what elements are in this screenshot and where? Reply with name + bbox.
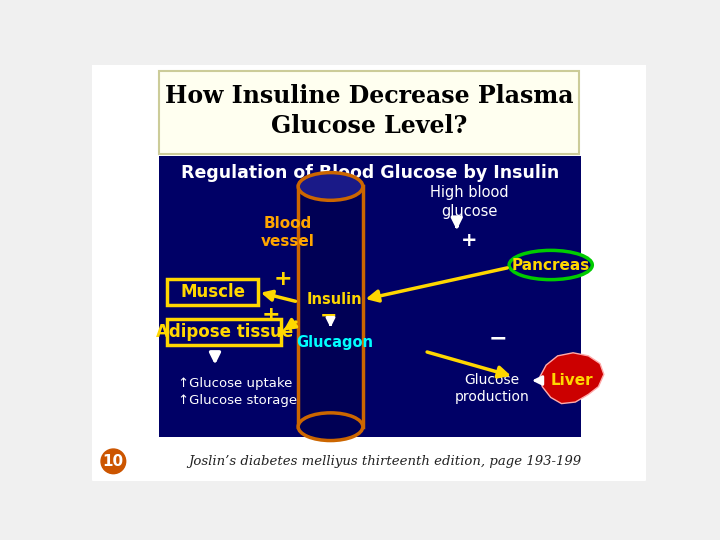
Text: ↑Glucose uptake
↑Glucose storage: ↑Glucose uptake ↑Glucose storage [178, 377, 297, 407]
Text: How Insuline Decrease Plasma
Glucose Level?: How Insuline Decrease Plasma Glucose Lev… [165, 84, 573, 138]
Circle shape [101, 449, 126, 474]
FancyBboxPatch shape [89, 63, 649, 483]
Text: Glucose
production: Glucose production [455, 373, 530, 404]
Bar [298, 186, 363, 427]
FancyBboxPatch shape [167, 279, 258, 305]
Polygon shape [540, 353, 604, 403]
Text: Pancreas: Pancreas [512, 258, 590, 273]
Text: Insulin: Insulin [307, 292, 362, 307]
FancyBboxPatch shape [167, 319, 282, 345]
Bar [159, 156, 581, 437]
Text: +: + [261, 305, 280, 325]
Text: Adipose tissue: Adipose tissue [156, 323, 293, 341]
Text: High blood
glucose: High blood glucose [430, 185, 508, 219]
Text: Liver: Liver [551, 373, 593, 388]
Text: Glucagon: Glucagon [296, 334, 373, 349]
Text: Muscle: Muscle [180, 283, 246, 301]
Text: Blood
vessel: Blood vessel [261, 216, 315, 249]
Ellipse shape [298, 413, 363, 441]
Text: Regulation of Blood Glucose by Insulin: Regulation of Blood Glucose by Insulin [181, 164, 559, 181]
Text: Joslin’s diabetes melliyus thirteenth edition, page 193-199: Joslin’s diabetes melliyus thirteenth ed… [188, 455, 581, 468]
Ellipse shape [509, 251, 593, 280]
Text: +: + [461, 231, 477, 250]
FancyBboxPatch shape [159, 71, 579, 154]
Text: −: − [489, 328, 508, 348]
Text: +: + [274, 269, 292, 289]
Ellipse shape [298, 173, 363, 200]
Text: 10: 10 [103, 454, 124, 469]
Text: −: − [320, 306, 338, 326]
